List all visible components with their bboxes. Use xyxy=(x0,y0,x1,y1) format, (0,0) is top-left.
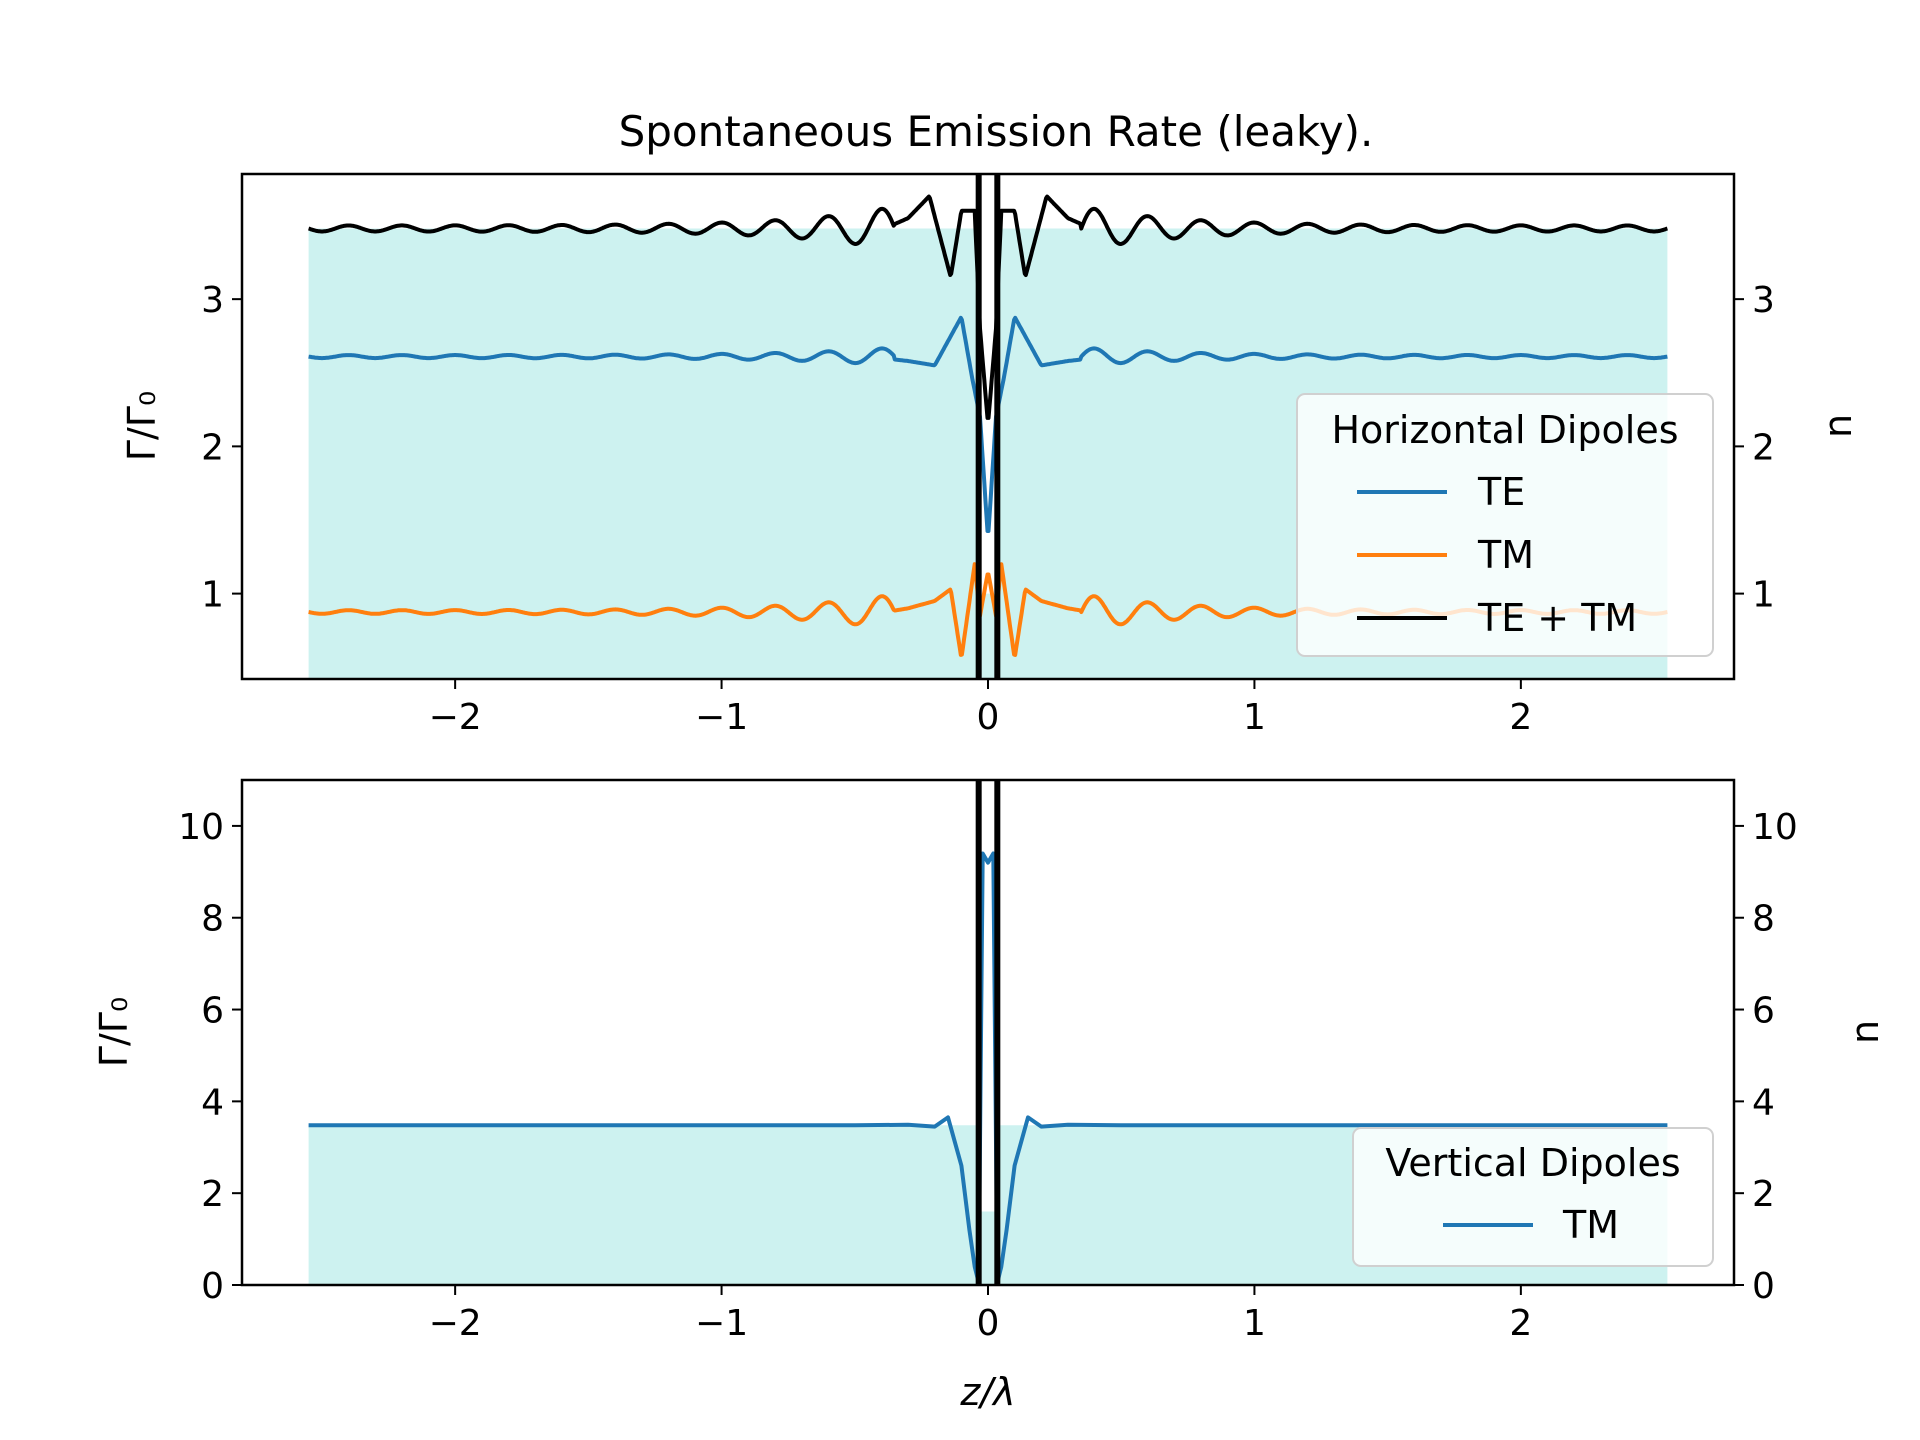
y-tick-label: 6 xyxy=(201,991,224,1032)
right-tick-label: 1 xyxy=(1752,575,1775,616)
right-tick-label: 0 xyxy=(1752,1266,1775,1307)
x-tick-label: 0 xyxy=(977,1303,1000,1344)
y-tick-label: 1 xyxy=(201,575,224,616)
x-tick-label: 0 xyxy=(977,697,1000,738)
legend-label-tm: TM xyxy=(1562,1203,1619,1247)
x-tick-label: 2 xyxy=(1509,1303,1532,1344)
y-tick-label: 4 xyxy=(201,1082,224,1123)
right-axis-label: n xyxy=(1843,1020,1887,1044)
right-axis-label: n xyxy=(1816,414,1860,438)
refractive-index-area xyxy=(308,1125,1668,1285)
y-tick-label: 10 xyxy=(178,807,224,848)
x-tick-label: 1 xyxy=(1243,697,1266,738)
right-tick-label: 3 xyxy=(1752,280,1775,321)
y-tick-label: 2 xyxy=(201,1174,224,1215)
x-axis-label: z/λ xyxy=(959,1370,1015,1414)
right-axis-ticks: 0 2 4 6 8 10 xyxy=(1734,807,1798,1307)
y-tick-label: 0 xyxy=(201,1266,224,1307)
vertical-dipoles-panel: −2 −1 0 1 2 0 2 4 6 8 10 0 2 4 6 8 10 Γ/Γ₀ n z/λ Verti… xyxy=(92,778,1887,1414)
emission-curves xyxy=(308,851,1668,1285)
legend-label-te: TE xyxy=(1477,470,1525,514)
legend-box xyxy=(1296,393,1714,657)
legend-vertical-dipoles: Vertical Dipoles TM xyxy=(1352,1127,1714,1267)
y-tick-label: 8 xyxy=(201,899,224,940)
series-line-te xyxy=(307,315,1669,533)
right-tick-label: 4 xyxy=(1752,1082,1775,1123)
right-tick-label: 10 xyxy=(1752,807,1798,848)
horizontal-dipoles-panel: −2 −1 0 1 2 1 2 3 1 2 3 Γ/Γ₀ n Horizontal Dipole… xyxy=(120,172,1860,738)
legend-box xyxy=(1352,1127,1714,1267)
x-tick-label: −1 xyxy=(695,697,748,738)
x-tick-label: −2 xyxy=(429,1303,482,1344)
gap-boundary-lines xyxy=(975,174,1001,679)
y-tick-label: 2 xyxy=(201,427,224,468)
figure-title: Spontaneous Emission Rate (leaky). xyxy=(619,107,1374,156)
y-axis-label: Γ/Γ₀ xyxy=(92,997,136,1067)
x-tick-label: 1 xyxy=(1243,1303,1266,1344)
series-line-te-tm xyxy=(307,194,1669,420)
y-tick-label: 3 xyxy=(201,280,224,321)
legend-label-sum: TE + TM xyxy=(1477,596,1637,640)
right-tick-label: 2 xyxy=(1752,427,1775,468)
right-tick-label: 6 xyxy=(1752,991,1775,1032)
legend-label-tm: TM xyxy=(1477,533,1534,577)
x-tick-label: −1 xyxy=(695,1303,748,1344)
legend-title: Vertical Dipoles xyxy=(1385,1141,1680,1185)
right-tick-label: 2 xyxy=(1752,1174,1775,1215)
legend-horizontal-dipoles: Horizontal Dipoles TE TM TE + TM xyxy=(1296,393,1714,657)
y-axis-ticks: 1 2 3 xyxy=(201,280,242,616)
x-tick-label: 2 xyxy=(1509,697,1532,738)
gap-boundary-lines xyxy=(975,780,1001,1285)
y-axis-label: Γ/Γ₀ xyxy=(120,391,164,461)
series-line-tm xyxy=(308,851,1668,1285)
x-axis-ticks: −2 −1 0 1 2 xyxy=(429,1285,1532,1344)
x-tick-label: −2 xyxy=(429,697,482,738)
x-axis-ticks: −2 −1 0 1 2 xyxy=(429,679,1532,738)
refractive-index-fill xyxy=(308,1125,1668,1285)
right-tick-label: 8 xyxy=(1752,899,1775,940)
y-axis-ticks: 0 2 4 6 8 10 xyxy=(178,807,242,1307)
legend-title: Horizontal Dipoles xyxy=(1331,408,1678,452)
right-axis-ticks: 1 2 3 xyxy=(1734,280,1775,616)
